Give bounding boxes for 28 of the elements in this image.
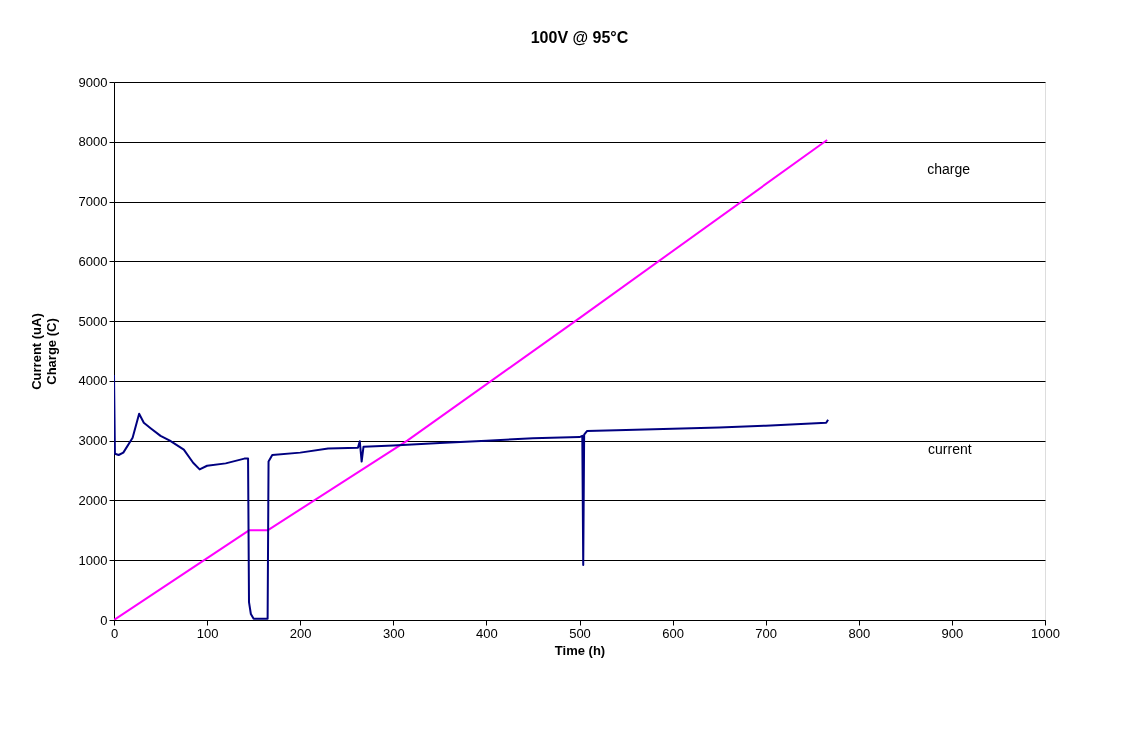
- x-tick-label: 100: [196, 625, 219, 641]
- y-axis-title: Current (uA) Charge (C): [28, 313, 59, 390]
- y-tick-label: 4000: [78, 373, 108, 389]
- y-tick-label: 6000: [78, 253, 108, 269]
- line-series: [114, 373, 830, 620]
- y-tick-label: 0: [100, 612, 108, 628]
- y-tick-label: 9000: [78, 74, 108, 90]
- y-tick-label: 2000: [78, 492, 108, 508]
- x-tick-label: 300: [382, 625, 405, 641]
- x-tick-label: 700: [755, 625, 778, 641]
- x-tick-label: 1000: [1031, 625, 1060, 641]
- x-tick-label: 200: [289, 625, 312, 641]
- x-axis-title: Time (h): [554, 642, 606, 658]
- y-tick-label: 1000: [78, 552, 108, 568]
- y-tick-label: 5000: [78, 313, 108, 329]
- x-tick-label: 800: [848, 625, 871, 641]
- x-tick-label: 0: [110, 625, 119, 641]
- chart-title: 100V @ 95°C: [530, 29, 629, 46]
- x-tick-label: 400: [476, 625, 498, 641]
- annotation: charge: [927, 160, 971, 177]
- x-tick-label: 600: [662, 625, 684, 641]
- line-series: [114, 138, 829, 620]
- y-tick-label: 3000: [78, 433, 108, 449]
- y-tick-label: 7000: [78, 194, 108, 210]
- x-tick-label: 900: [941, 625, 964, 641]
- annotation: current: [928, 440, 972, 457]
- x-tick-label: 500: [569, 625, 591, 641]
- y-tick-label: 8000: [78, 134, 108, 150]
